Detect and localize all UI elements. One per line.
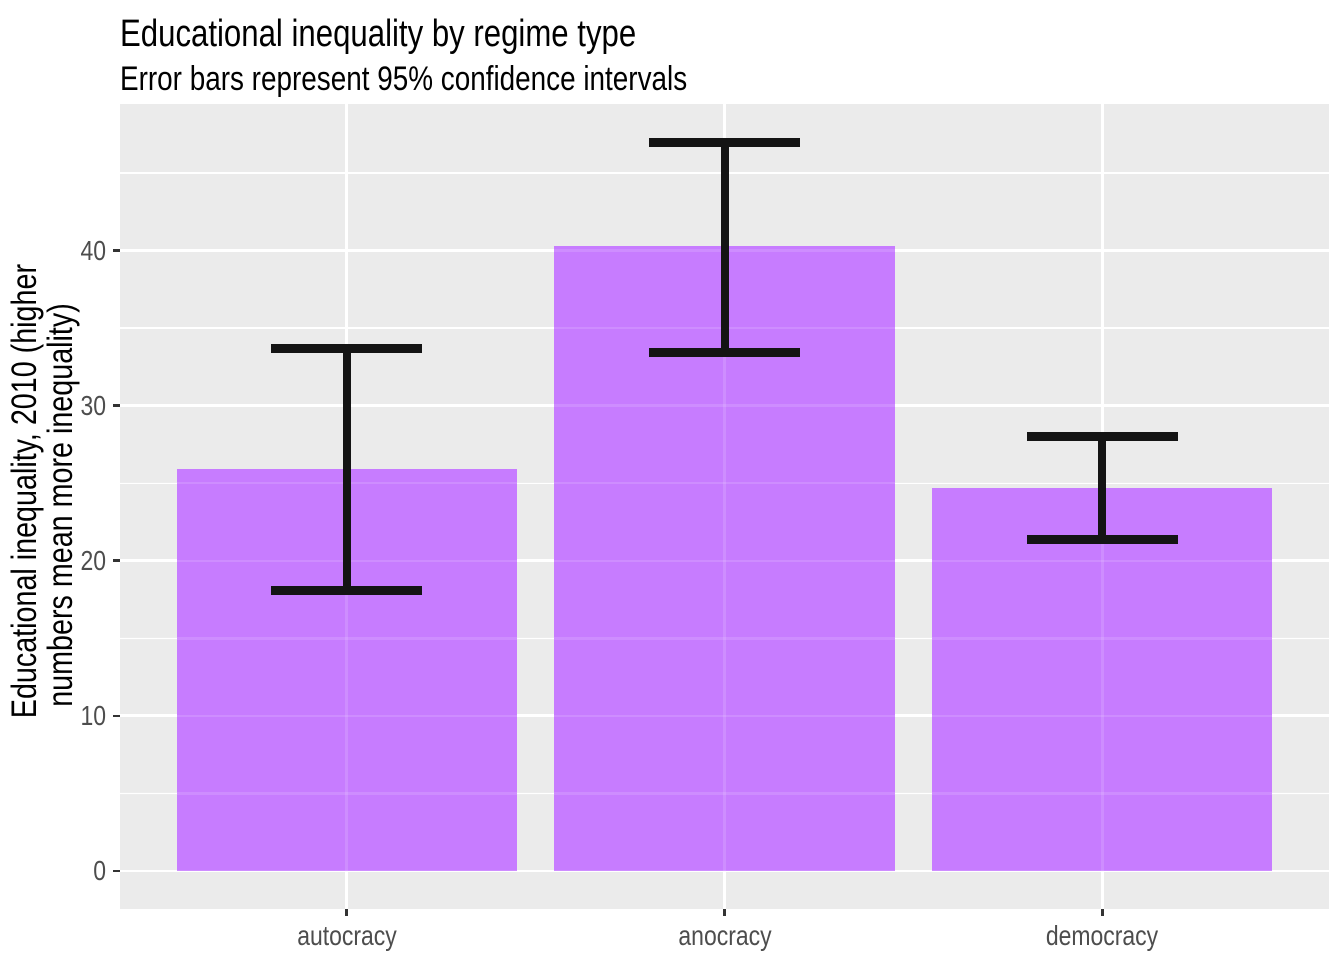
y-tick-label: 10 [80,699,106,731]
y-axis-title-line-1: Educational inequality, 2010 (higher [5,263,44,719]
y-tick-label: 40 [80,234,106,266]
error-bar-line-autocracy [342,348,351,591]
error-bar-cap-upper-autocracy [271,343,423,353]
gridline-overlay-y [120,482,1329,485]
error-bar-cap-lower-autocracy [271,585,423,595]
x-tick-mark [345,909,348,916]
error-bar-line-democracy [1098,436,1107,540]
error-bar-cap-upper-anocracy [648,137,801,147]
y-tick-label: 0 [93,854,106,886]
x-tick-mark [723,909,726,916]
y-tick-mark [113,869,120,873]
gridline-overlay-y [120,869,1329,873]
y-tick-label: 20 [80,544,106,576]
y-axis-title-line-2: numbers mean more inequality) [41,303,80,707]
y-tick-mark [113,559,120,563]
y-tick-mark [113,404,120,407]
gridline-overlay-y [120,559,1329,562]
x-tick-label-autocracy: autocracy [296,920,397,951]
y-tick-mark [113,714,120,718]
x-tick-mark [1101,909,1104,916]
chart-title: Educational inequality by regime type [120,13,637,55]
error-bar-line-anocracy [720,142,729,353]
error-bar-cap-lower-democracy [1026,534,1178,544]
x-tick-label-anocracy: anocracy [677,920,772,951]
y-tick-label: 30 [80,389,106,421]
error-bar-cap-lower-anocracy [648,348,801,358]
gridline-overlay-x [723,104,726,909]
y-tick-mark [113,249,120,252]
chart-subtitle: Error bars represent 95% confidence inte… [120,60,688,98]
gridline-overlay-y [120,637,1329,640]
gridline-overlay-y [120,714,1329,718]
gridline-overlay-y [120,792,1329,795]
y-axis-title: Educational inequality, 2010 (higher numb… [5,264,80,718]
x-tick-label-democracy: democracy [1046,920,1159,951]
bar-democracy [932,487,1273,871]
error-bar-cap-upper-democracy [1026,432,1178,442]
gridline-overlay-y [120,404,1329,407]
